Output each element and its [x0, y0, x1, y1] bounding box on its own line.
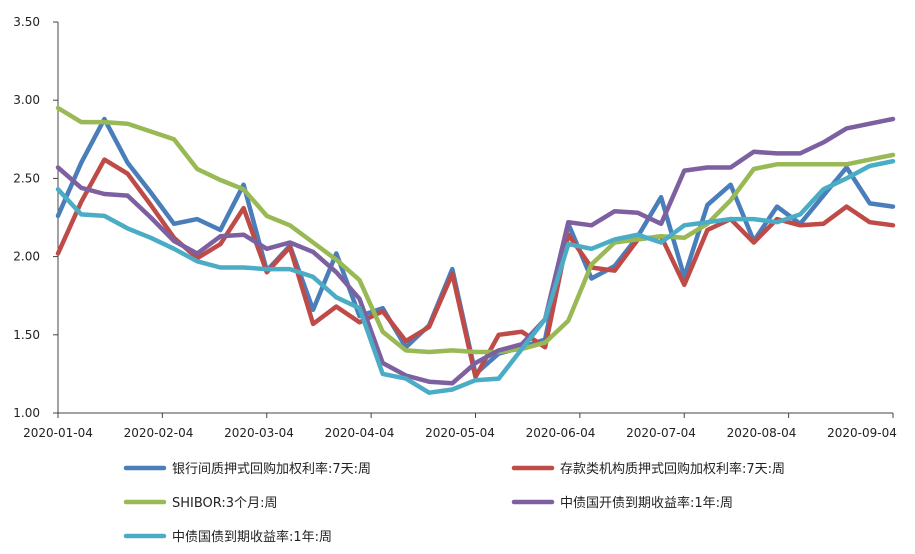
legend-label-2: 存款类机构质押式回购加权利率:7天:周	[560, 461, 785, 477]
series-line-3	[55, 105, 896, 355]
y-tick-label: 1.00	[13, 406, 40, 420]
y-tick-label: 1.50	[13, 328, 40, 342]
series-line-2	[55, 157, 896, 380]
x-tick-label: 2020-02-04	[124, 426, 194, 440]
x-tick-label: 2020-01-04	[23, 426, 93, 440]
legend-label-5: 中债国债到期收益率:1年:周	[172, 529, 332, 545]
y-tick-label: 3.50	[13, 15, 40, 29]
legend-label-4: 中债国开债到期收益率:1年:周	[560, 495, 733, 511]
x-tick-label: 2020-05-04	[425, 426, 495, 440]
y-axis: 1.00 1.50 2.00 2.50 3.00 3.50	[13, 15, 59, 420]
y-tick-label: 2.50	[13, 171, 40, 185]
legend-label-1: 银行间质押式回购加权利率:7天:周	[172, 461, 371, 477]
y-tick-label: 2.00	[13, 250, 40, 264]
x-tick-label: 2020-09-04	[827, 426, 897, 440]
x-tick-label: 2020-04-04	[325, 426, 395, 440]
x-tick-label: 2020-08-04	[727, 426, 797, 440]
series-line-5	[55, 158, 896, 395]
legend: 银行间质押式回购加权利率:7天:周 存款类机构质押式回购加权利率:7天:周 SHIB…	[123, 461, 785, 545]
x-tick-label: 2020-03-04	[224, 426, 294, 440]
series-line-4	[55, 116, 896, 386]
x-tick-label: 2020-07-04	[626, 426, 696, 440]
y-tick-label: 3.00	[13, 93, 40, 107]
legend-label-3: SHIBOR:3个月:周	[172, 496, 277, 511]
x-axis: 2020-01-04 2020-02-04 2020-03-04 2020-04-04…	[23, 412, 897, 440]
x-tick-label: 2020-06-04	[526, 426, 596, 440]
series-lines	[55, 105, 896, 395]
